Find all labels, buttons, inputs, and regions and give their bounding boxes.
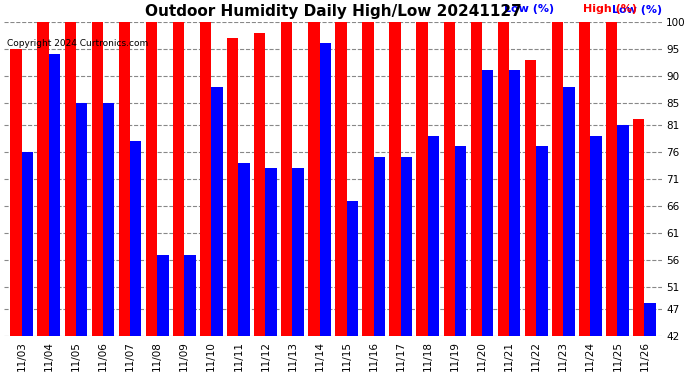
Text: Low (%)High (%): Low (%)High (%) (558, 5, 662, 15)
Bar (76, 103, 87, 336)
Bar (22, 152, 33, 336)
Bar (184, 255, 195, 336)
Bar (482, 70, 493, 336)
Bar (103, 103, 115, 336)
Bar (563, 87, 575, 336)
Title: Outdoor Humidity Daily High/Low 20241127: Outdoor Humidity Daily High/Low 20241127 (145, 4, 522, 19)
Bar (281, 22, 293, 336)
Bar (362, 22, 374, 336)
Bar (536, 146, 548, 336)
Bar (471, 22, 482, 336)
Bar (509, 70, 520, 336)
Bar (238, 163, 250, 336)
Bar (346, 201, 358, 336)
Bar (401, 157, 412, 336)
Text: Low (%): Low (%) (504, 4, 554, 14)
Bar (618, 124, 629, 336)
Bar (211, 87, 223, 336)
Bar (389, 22, 401, 336)
Bar (308, 22, 319, 336)
Bar (266, 168, 277, 336)
Bar (10, 49, 22, 336)
Bar (254, 33, 266, 336)
Bar (200, 22, 211, 336)
Bar (119, 22, 130, 336)
Bar (49, 54, 60, 336)
Bar (579, 22, 591, 336)
Bar (146, 22, 157, 336)
Bar (444, 22, 455, 336)
Bar (591, 135, 602, 336)
Text: Low (%): Low (%) (612, 5, 662, 15)
Bar (172, 22, 184, 336)
Bar (157, 255, 168, 336)
Bar (525, 60, 536, 336)
Bar (227, 38, 238, 336)
Bar (65, 22, 76, 336)
Bar (335, 22, 346, 336)
Bar (455, 146, 466, 336)
Text: Copyright 2024 Curtronics.com: Copyright 2024 Curtronics.com (7, 39, 148, 48)
Bar (606, 22, 618, 336)
Bar (37, 22, 49, 336)
Bar (497, 22, 509, 336)
Bar (374, 157, 385, 336)
Bar (319, 44, 331, 336)
Text: High (%): High (%) (583, 4, 637, 14)
Bar (92, 22, 103, 336)
Bar (644, 303, 656, 336)
Bar (428, 135, 440, 336)
Bar (130, 141, 141, 336)
Bar (417, 22, 428, 336)
Bar (552, 22, 563, 336)
Bar (293, 168, 304, 336)
Bar (633, 119, 644, 336)
